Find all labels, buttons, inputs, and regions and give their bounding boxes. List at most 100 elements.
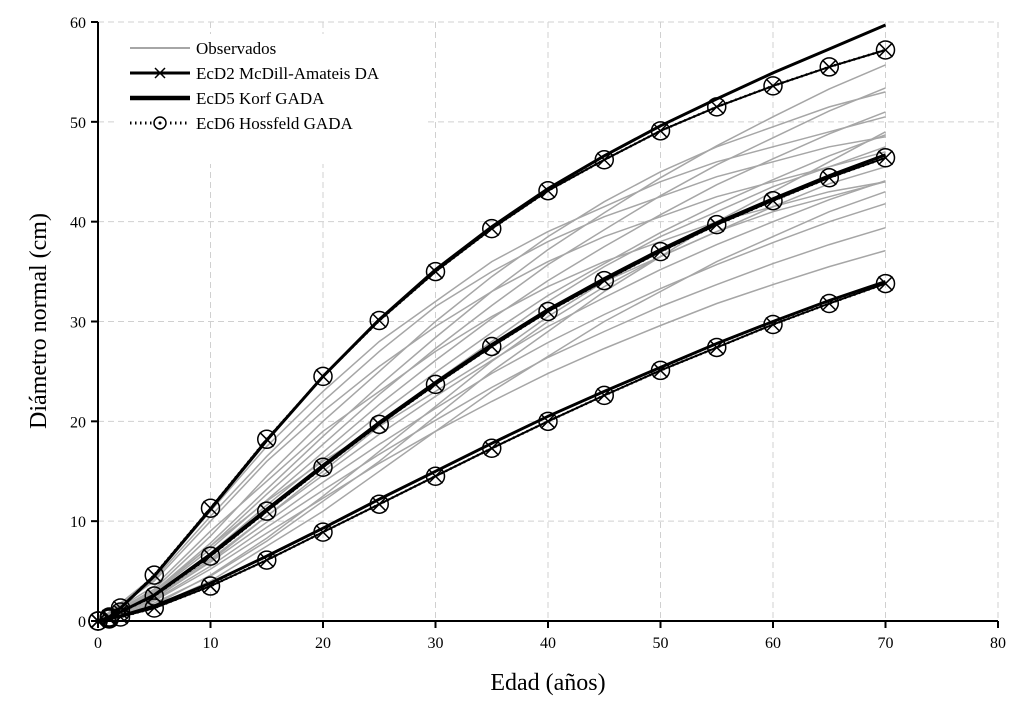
circle-marker (257, 429, 277, 450)
x-tick-label: 20 (315, 635, 331, 652)
observed-line (97, 190, 886, 622)
circle-marker (819, 57, 839, 77)
tick-labels: 0 10 20 30 40 50 60 70 80 0 10 20 30 40 50 60 (70, 15, 1006, 652)
circle-marker (144, 598, 164, 618)
observed-line (97, 226, 886, 622)
circle-marker (257, 550, 277, 570)
circle-marker (313, 457, 333, 478)
x-marker (821, 59, 837, 75)
model-line-2 (97, 48, 886, 623)
observed-line (97, 131, 886, 622)
x-tick-label: 70 (878, 635, 894, 652)
circle-marker (482, 438, 502, 459)
legend-label-observed: Observados (196, 39, 276, 58)
model-line-2 (97, 282, 886, 623)
legend-circle-dot (158, 121, 162, 125)
circle-marker (369, 414, 389, 435)
circle-marker (538, 301, 558, 322)
legend-label-korf: EcD5 Korf GADA (196, 89, 325, 108)
observed-line (97, 146, 886, 622)
observed-line (97, 116, 886, 622)
circle-marker (144, 565, 164, 585)
observed-line (97, 179, 886, 622)
circle-marker (594, 270, 614, 291)
y-tick-label: 20 (70, 414, 86, 431)
y-tick-label: 50 (70, 115, 86, 132)
circle-marker (650, 360, 671, 381)
observed-line (97, 151, 886, 622)
circle-marker (707, 214, 727, 235)
circle-marker (200, 546, 221, 566)
y-tick-label: 10 (70, 514, 86, 531)
x-marker (877, 42, 894, 58)
circle-marker (425, 261, 446, 282)
x-marker (540, 413, 556, 429)
x-tick-label: 50 (653, 635, 669, 652)
x-marker (427, 468, 444, 484)
circle-marker (763, 76, 783, 96)
circle-marker (538, 411, 558, 432)
circle-marker (257, 501, 277, 521)
model-line-1 (97, 153, 887, 623)
x-tick-label: 60 (765, 635, 781, 652)
circle-marker (313, 366, 333, 387)
circle-marker (763, 314, 783, 335)
circle-marker (200, 576, 221, 596)
circle-marker (369, 494, 389, 514)
circle-marker (875, 273, 896, 294)
model-line-1 (97, 23, 887, 623)
y-axis-title: Diámetro normal (cm) (26, 213, 52, 429)
observed-line (97, 180, 886, 622)
observed-line (97, 136, 886, 622)
circle-marker (200, 498, 221, 518)
observed-line (97, 202, 886, 622)
observed-line (97, 91, 886, 622)
legend: Observados EcD2 McDill-Amateis DA EcD5 K… (115, 34, 425, 164)
circle-marker (144, 586, 164, 606)
circle-marker (425, 466, 446, 486)
circle-marker (707, 337, 727, 358)
circle-marker (482, 218, 502, 239)
observed-line (97, 134, 886, 622)
x-tick-label: 40 (540, 635, 556, 652)
circle-marker (650, 121, 671, 141)
circle-marker (594, 150, 614, 170)
circle-marker (707, 97, 727, 117)
legend-x-marker (154, 67, 166, 79)
observed-line (97, 249, 886, 622)
x-marker (652, 123, 669, 139)
circle-marker (763, 190, 783, 211)
y-tick-label: 30 (70, 315, 86, 332)
circle-marker (538, 180, 558, 201)
x-tick-label: 80 (990, 635, 1006, 652)
observed-series-group (97, 64, 886, 622)
circle-marker (875, 40, 896, 60)
x-marker (877, 276, 894, 292)
model-line-0 (97, 282, 886, 622)
x-tick-label: 30 (428, 635, 444, 652)
circle-marker (819, 293, 839, 314)
circle-marker (594, 385, 614, 406)
axes (91, 21, 999, 628)
x-marker (877, 150, 894, 166)
observed-line (97, 180, 886, 622)
circle-marker (110, 598, 131, 618)
circle-marker (650, 241, 671, 262)
model-series-group (88, 23, 896, 631)
y-tick-label: 40 (70, 215, 86, 232)
legend-label-hossfeld: EcD6 Hossfeld GADA (196, 114, 353, 133)
observed-line (97, 87, 886, 622)
circle-marker (99, 609, 119, 629)
observed-line (97, 111, 886, 622)
y-tick-label: 60 (70, 15, 86, 32)
model-line-1 (97, 280, 886, 623)
observed-line (97, 166, 886, 622)
x-tick-label: 0 (94, 635, 102, 652)
circle-marker (313, 522, 333, 542)
circle-marker (482, 336, 502, 357)
circle-marker (875, 148, 896, 168)
circle-marker (819, 167, 839, 188)
circle-marker (425, 374, 446, 395)
x-axis-title: Edad (años) (490, 670, 605, 696)
